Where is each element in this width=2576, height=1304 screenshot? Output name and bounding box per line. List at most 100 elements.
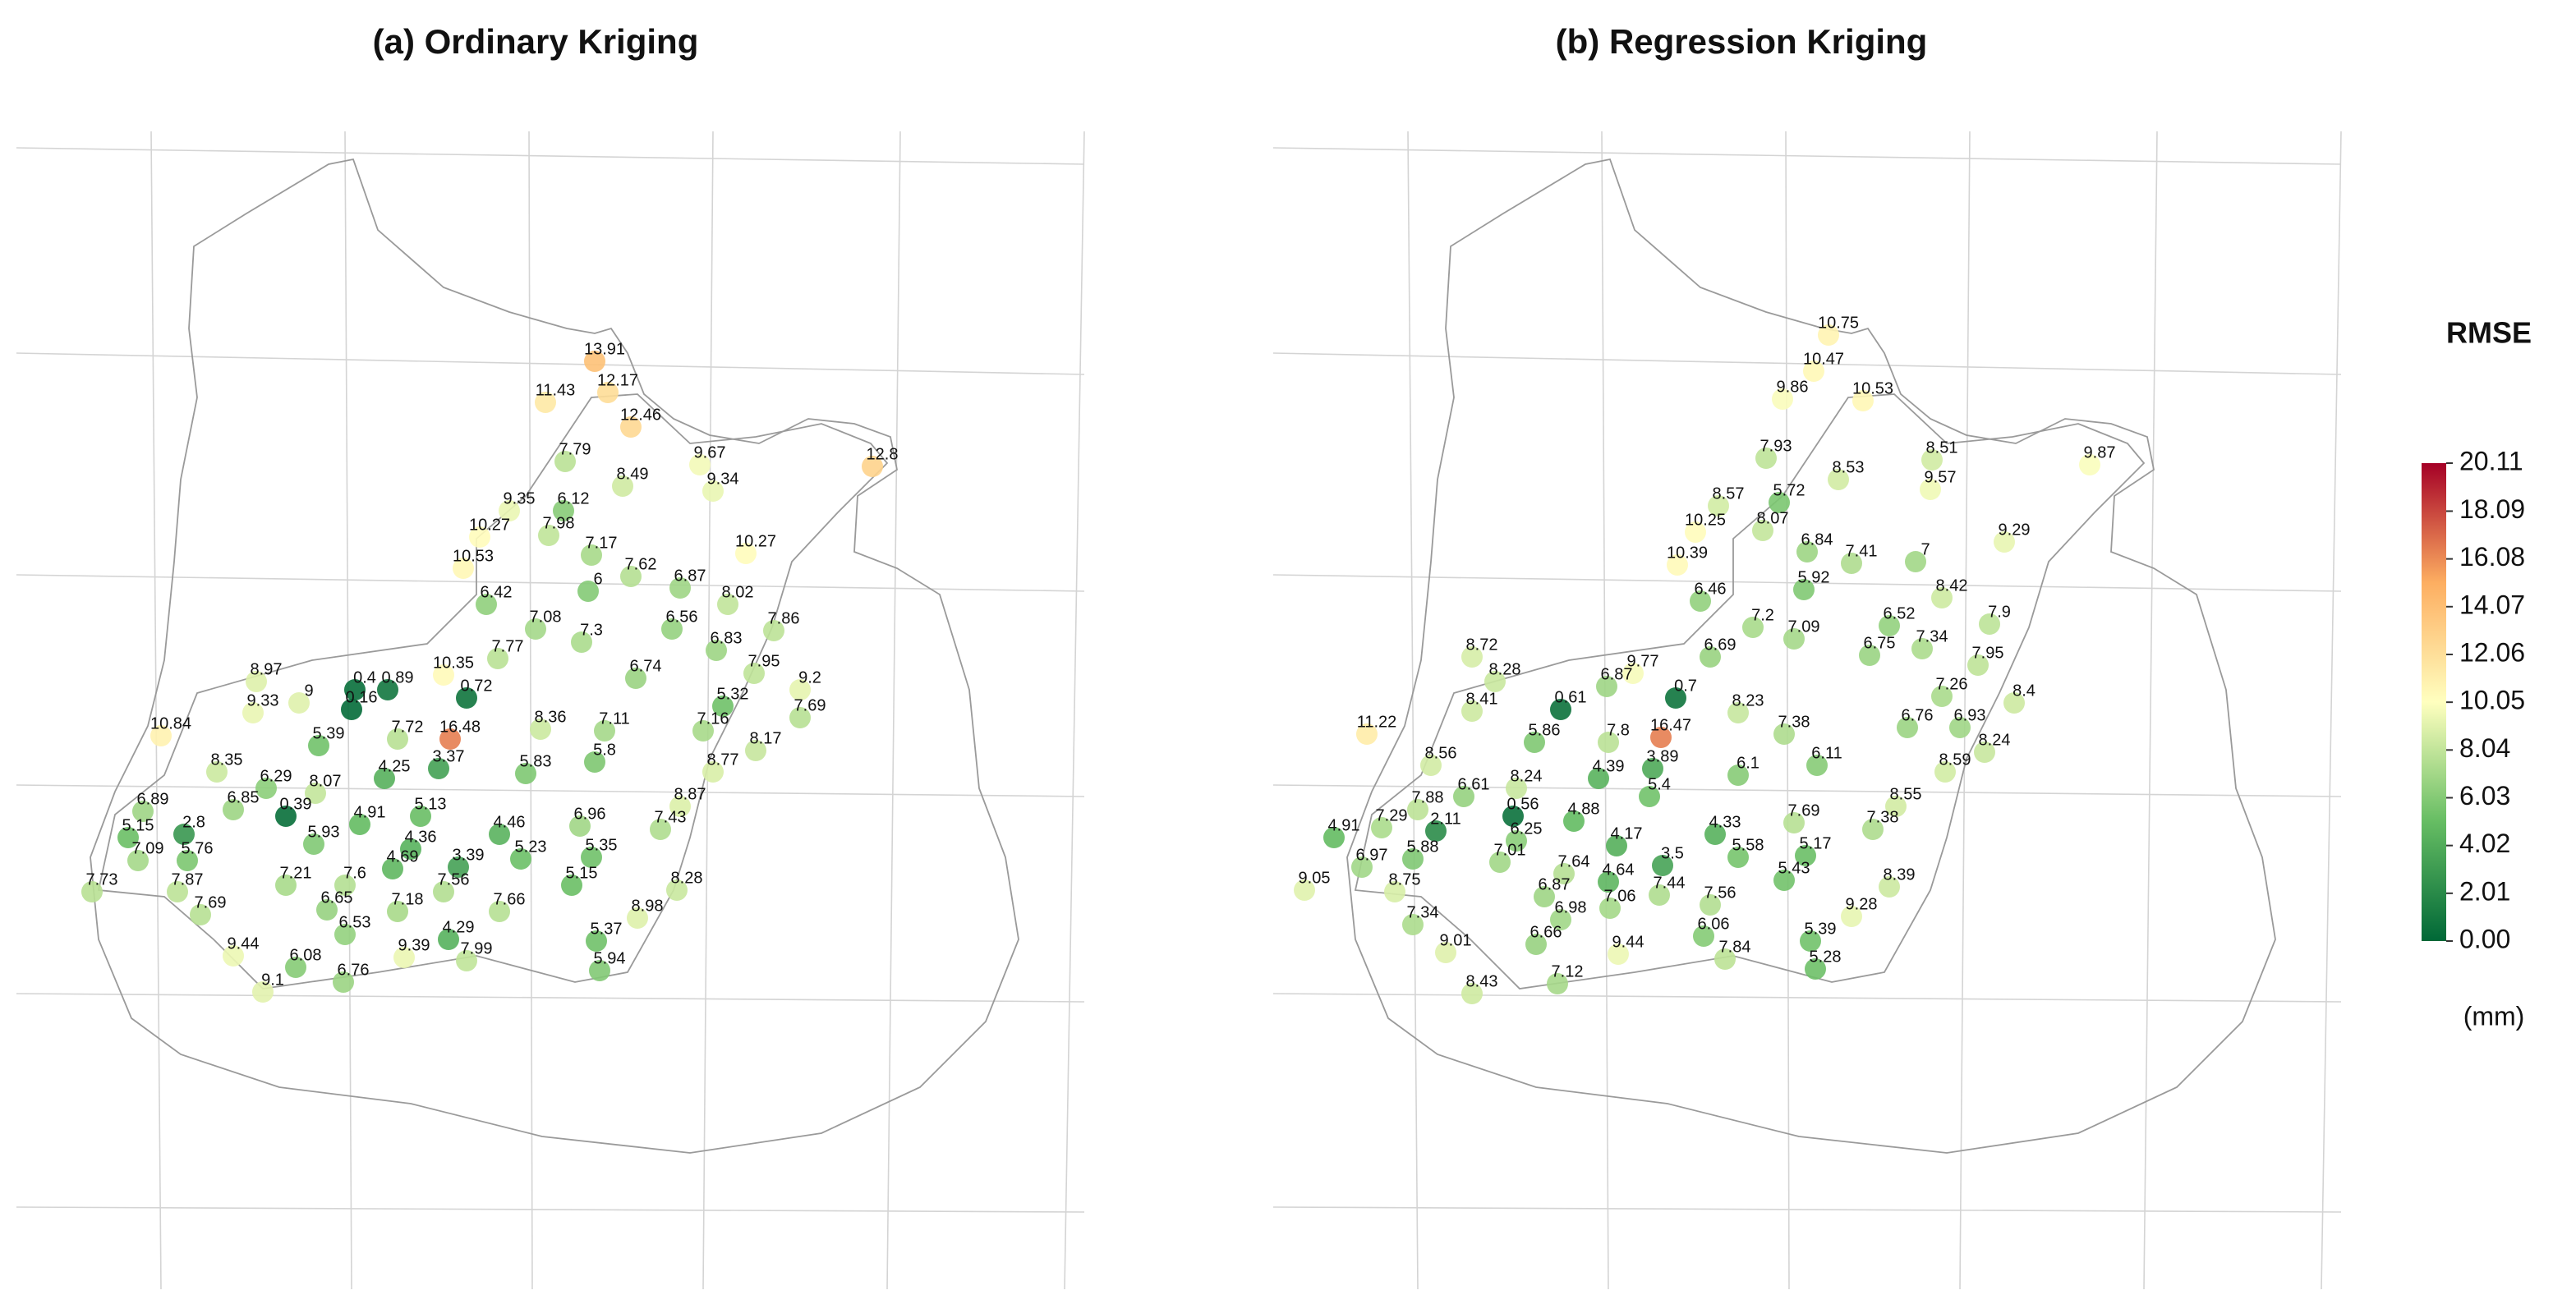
station-dot <box>1803 360 1824 382</box>
station-dot <box>1769 492 1790 513</box>
station-dot <box>1742 617 1764 638</box>
station-label: 6.74 <box>630 657 662 675</box>
station-label: 12.17 <box>597 371 638 389</box>
station-dot <box>1371 817 1392 838</box>
station-dot <box>1608 944 1629 965</box>
station-dot <box>1506 778 1527 799</box>
station-label: 7.01 <box>1494 841 1526 859</box>
station-dot <box>525 618 546 640</box>
station-dot <box>1793 579 1815 600</box>
station-label: 7.34 <box>1916 627 1948 645</box>
station-dot <box>127 850 149 871</box>
station-dot <box>763 620 784 641</box>
panel-title: (a) Ordinary Kriging <box>373 22 699 61</box>
station-label: 7.06 <box>1604 887 1636 905</box>
station-dot <box>594 720 615 742</box>
station-dot <box>167 881 188 902</box>
station-label: 4.46 <box>494 813 526 831</box>
station-label: 9.86 <box>1777 378 1809 396</box>
station-label: 4.88 <box>1568 800 1600 818</box>
station-label: 4.36 <box>405 828 437 846</box>
colorbar-tick-label: 16.08 <box>2459 542 2525 572</box>
station-label: 7.93 <box>1760 437 1792 455</box>
station-dot <box>456 687 477 709</box>
station-dot <box>530 719 551 740</box>
station-dot <box>1773 870 1795 891</box>
station-dot <box>1502 806 1524 827</box>
station-dot <box>620 566 642 587</box>
station-label: 0.56 <box>1507 795 1539 813</box>
station-dot <box>223 945 244 967</box>
station-label: 4.91 <box>354 803 386 821</box>
station-dot <box>597 382 619 403</box>
station-label: 7.69 <box>195 893 227 911</box>
station-label: 6.76 <box>338 961 370 979</box>
station-dot <box>453 558 474 579</box>
station-dot <box>377 679 398 700</box>
station-label: 6.53 <box>339 913 371 931</box>
station-label: 5.39 <box>1805 920 1837 938</box>
station-dot <box>1606 835 1627 856</box>
station-label: 8.17 <box>750 729 782 747</box>
station-dot <box>1461 983 1483 1004</box>
station-label: 7.38 <box>1867 808 1899 826</box>
station-dot <box>1407 799 1428 820</box>
station-label: 8.72 <box>1466 636 1498 654</box>
station-label: 4.25 <box>379 757 411 775</box>
station-label: 2.8 <box>182 813 205 831</box>
station-label: 6.83 <box>711 629 743 647</box>
colorbar-tick-label: 6.03 <box>2459 781 2510 810</box>
station-dot <box>1642 758 1663 779</box>
station-label: 9.34 <box>707 470 739 488</box>
station-dot <box>1351 856 1373 878</box>
station-label: 8.41 <box>1466 690 1498 708</box>
station-label: 6.65 <box>321 888 353 907</box>
station-label: 7.8 <box>1607 721 1630 739</box>
station-label: 5.88 <box>1407 838 1439 856</box>
station-label: 9.01 <box>1440 931 1472 949</box>
station-label: 7.64 <box>1558 852 1590 870</box>
station-dot <box>689 454 711 475</box>
station-dot <box>246 671 267 692</box>
station-label: 10.53 <box>1852 379 1893 397</box>
station-dot <box>1755 448 1777 469</box>
station-dot <box>438 929 459 950</box>
station-label: 3.37 <box>433 747 465 765</box>
station-dot <box>2079 454 2100 475</box>
station-dot <box>1931 587 1953 608</box>
station-label: 0.61 <box>1555 688 1587 706</box>
station-label: 6 <box>593 570 602 588</box>
station-dot <box>554 451 576 472</box>
station-dot <box>789 679 811 700</box>
station-dot <box>1622 663 1644 684</box>
station-dot <box>535 392 556 413</box>
station-dot <box>456 950 477 971</box>
station-dot <box>1461 700 1483 722</box>
station-label: 5.86 <box>1529 721 1561 739</box>
station-label: 6.06 <box>1698 915 1730 933</box>
station-dot <box>316 899 338 921</box>
station-dot <box>387 901 408 922</box>
station-dot <box>334 924 356 945</box>
station-dot <box>1727 764 1749 786</box>
station-dot <box>1862 819 1884 840</box>
station-label: 8.23 <box>1732 691 1764 709</box>
station-label: 7.11 <box>599 709 629 728</box>
station-label: 7.26 <box>1936 675 1968 693</box>
station-dot <box>1650 727 1672 748</box>
station-label: 7.17 <box>586 534 618 552</box>
station-label: 6.25 <box>1511 820 1543 838</box>
station-dot <box>789 707 811 728</box>
station-label: 7.69 <box>1788 801 1820 820</box>
station-label: 8.28 <box>671 869 703 887</box>
station-label: 6.46 <box>1695 580 1727 598</box>
station-dot <box>1931 686 1953 707</box>
station-label: 8.43 <box>1466 972 1498 990</box>
station-label: 5.13 <box>415 795 447 813</box>
station-dot <box>1708 495 1729 517</box>
station-dot <box>743 663 765 684</box>
station-dot <box>303 833 324 855</box>
station-label: 8.39 <box>1884 866 1916 884</box>
station-label: 9 <box>304 682 313 700</box>
